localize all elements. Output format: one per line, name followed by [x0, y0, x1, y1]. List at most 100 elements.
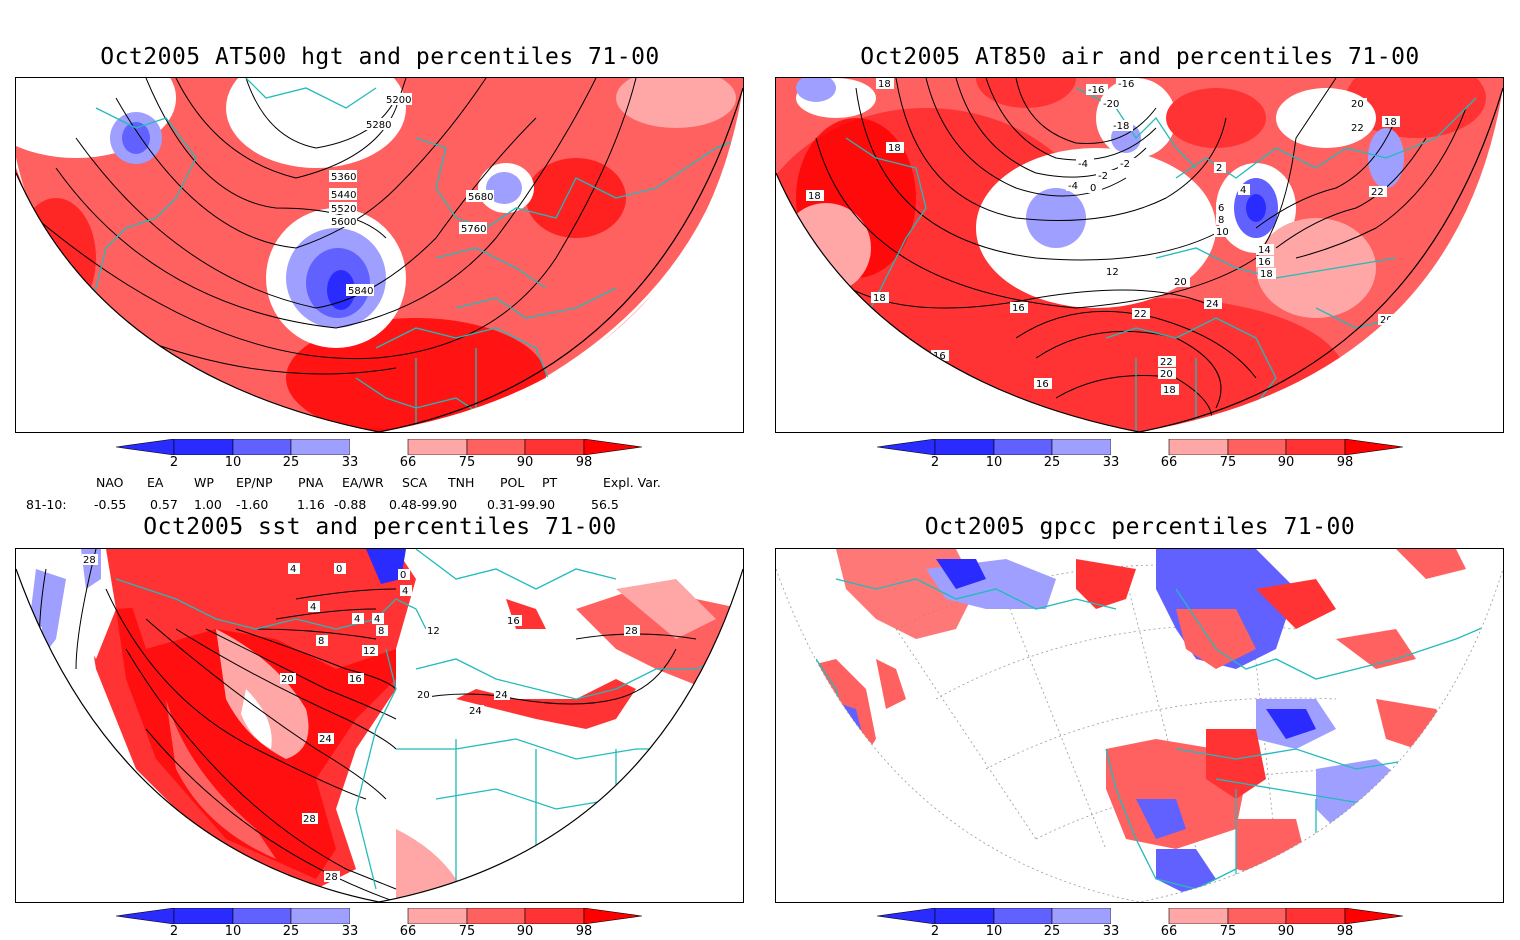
- index-name: PT: [542, 475, 558, 490]
- contour-label: 20: [1174, 277, 1187, 288]
- colorbar-gpcc: 2 10 25 33 66 75 90 98: [877, 908, 1403, 940]
- contour-label: 8: [318, 636, 324, 647]
- map-air850: 18 -16 -16 -20 -18 -4 -2 0 -4 -2 18 20 2…: [775, 77, 1504, 433]
- contour-label: 16: [1036, 379, 1049, 390]
- contour-label: 0: [400, 570, 406, 581]
- contour-label: 18: [1163, 385, 1176, 396]
- index-value: -1.60: [236, 497, 269, 512]
- index-name: TNH: [448, 475, 475, 490]
- contour-label: 18: [1260, 269, 1273, 280]
- contour-label: 5440: [331, 190, 356, 201]
- contour-label: 12: [427, 626, 440, 637]
- contour-label: 8: [378, 626, 384, 637]
- panel-title-sst: Oct2005 sst and percentiles 71-00: [143, 514, 617, 540]
- contour-label: 24: [1206, 299, 1219, 310]
- colorbar-label: 75: [458, 455, 476, 470]
- contour-label: 5200: [386, 95, 411, 106]
- colorbar-label: 90: [1277, 455, 1295, 470]
- contour-label: -16: [1088, 85, 1104, 96]
- colorbar-label: 25: [1043, 924, 1061, 939]
- contour-label: 12: [1106, 267, 1119, 278]
- colorbar-label: 75: [1219, 455, 1237, 470]
- index-name: SCA: [402, 475, 428, 490]
- contour-label: 0: [1090, 183, 1096, 194]
- contour-label: 20: [1380, 315, 1393, 326]
- colorbar-label: 75: [1219, 924, 1237, 939]
- contour-label: 16: [1012, 303, 1025, 314]
- contour-label: 18: [888, 143, 901, 154]
- contour-label: 24: [469, 706, 482, 717]
- index-value: 56.5: [591, 497, 619, 512]
- colorbar-label: 66: [399, 924, 417, 939]
- contour-label: -4: [1068, 181, 1078, 192]
- index-value: 0.31-99.90: [487, 497, 556, 512]
- contour-label: 4: [290, 564, 296, 575]
- contour-label: -18: [1113, 121, 1129, 132]
- contour-label: 24: [319, 734, 332, 745]
- contour-label: 20: [1351, 99, 1364, 110]
- contour-label: 14: [1258, 245, 1271, 256]
- index-value: 1.16: [297, 497, 325, 512]
- panel-title-air850: Oct2005 AT850 air and percentiles 71-00: [860, 44, 1420, 70]
- contour-label: 22: [1371, 187, 1384, 198]
- index-value: -0.55: [94, 497, 127, 512]
- colorbar-label: 98: [575, 924, 593, 939]
- colorbar-label: 33: [1102, 455, 1120, 470]
- map-sst: 28 24 4 0 0 4 4 4 4 8 8 12 12 16 16 20 2…: [15, 548, 744, 903]
- contour-label: 5600: [331, 217, 356, 228]
- contour-label: 18: [878, 79, 891, 90]
- contour-label: 4: [402, 586, 408, 597]
- contour-label: 5760: [461, 224, 486, 235]
- index-name: POL: [500, 475, 525, 490]
- contour-label: 16: [349, 674, 362, 685]
- colorbar-label: 98: [1336, 455, 1354, 470]
- index-name: EP/NP: [236, 475, 273, 490]
- contour-label: 22: [1134, 309, 1147, 320]
- colorbar-label: 2: [169, 924, 179, 939]
- contour-label: -2: [1098, 171, 1108, 182]
- contour-label: 28: [625, 626, 638, 637]
- colorbar-label: 33: [1102, 924, 1120, 939]
- colorbar-label: 98: [575, 455, 593, 470]
- colorbar-label: 75: [458, 924, 476, 939]
- contour-label: 2: [1216, 163, 1222, 174]
- contour-label: 16: [507, 616, 520, 627]
- map-hgt500: 5200 5280 5360 5440 5520 5600 5680 5760 …: [15, 77, 744, 433]
- index-name: EA/WR: [342, 475, 384, 490]
- colorbar-label: 2: [930, 455, 940, 470]
- index-value: -0.88: [334, 497, 367, 512]
- colorbar-label: 25: [282, 455, 300, 470]
- contour-label: 22: [1160, 357, 1173, 368]
- colorbar-sst: 2 10 25 33 66 75 90 98: [116, 908, 642, 940]
- colorbar-label: 66: [1160, 924, 1178, 939]
- colorbar-label: 90: [516, 455, 534, 470]
- colorbar-label: 25: [1043, 455, 1061, 470]
- index-name: Expl. Var.: [603, 475, 661, 490]
- contour-label: 12: [363, 646, 376, 657]
- contour-label: 6: [1218, 203, 1224, 214]
- contour-label: 5360: [331, 172, 356, 183]
- contour-label: 8: [1218, 215, 1224, 226]
- colorbar-label: 66: [1160, 455, 1178, 470]
- map-gpcc: [775, 548, 1504, 903]
- contour-label: 5280: [366, 120, 391, 131]
- contour-label: 4: [374, 614, 380, 625]
- contour-label: 18: [808, 191, 821, 202]
- panel-title-hgt500: Oct2005 AT500 hgt and percentiles 71-00: [100, 44, 660, 70]
- colorbar-label: 2: [169, 455, 179, 470]
- colorbar-label: 10: [224, 455, 242, 470]
- contour-label: 10: [1216, 227, 1229, 238]
- contour-label: -2: [1120, 159, 1130, 170]
- colorbar-label: 25: [282, 924, 300, 939]
- index-name: WP: [194, 475, 214, 490]
- contour-label: 28: [303, 814, 316, 825]
- index-value: 1.00: [194, 497, 222, 512]
- contour-label: 0: [336, 564, 342, 575]
- index-value: 0.57: [150, 497, 178, 512]
- colorbar-label: 10: [985, 924, 1003, 939]
- contour-label: 22: [1351, 123, 1364, 134]
- contour-label: 20: [281, 674, 294, 685]
- colorbar-label: 33: [341, 924, 359, 939]
- index-value: 0.48-99.90: [389, 497, 458, 512]
- colorbar-label: 66: [399, 455, 417, 470]
